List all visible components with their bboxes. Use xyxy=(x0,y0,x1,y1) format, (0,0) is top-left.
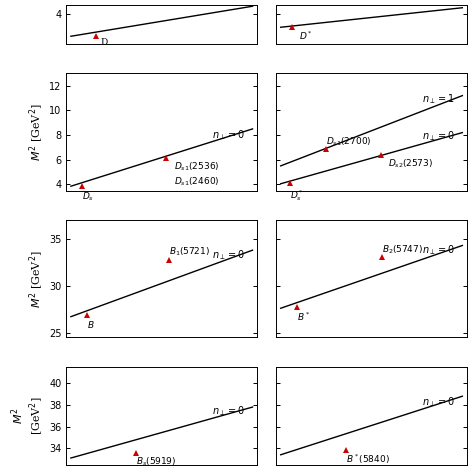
Text: $n_{\perp}=0$: $n_{\perp}=0$ xyxy=(212,128,245,142)
Text: $B$: $B$ xyxy=(87,319,95,330)
Text: $n_{\perp}=0$: $n_{\perp}=0$ xyxy=(422,243,455,257)
Text: $n_{\perp}=0$: $n_{\perp}=0$ xyxy=(422,395,455,409)
Text: $D_{s1}(2536)$
$D_{s1}(2460)$: $D_{s1}(2536)$ $D_{s1}(2460)$ xyxy=(173,161,219,188)
Text: $n_{\perp}=1$: $n_{\perp}=1$ xyxy=(422,92,455,106)
Text: $D^*$: $D^*$ xyxy=(299,29,313,42)
Text: $D_{s1}(2700)$: $D_{s1}(2700)$ xyxy=(326,135,372,147)
Text: $B_2(5747)$: $B_2(5747)$ xyxy=(383,243,423,255)
Text: $n_{\perp}=0$: $n_{\perp}=0$ xyxy=(422,129,455,143)
Y-axis label: $M^2$ [GeV$^2$]: $M^2$ [GeV$^2$] xyxy=(28,103,46,161)
Text: $B_1(5721)$: $B_1(5721)$ xyxy=(169,246,210,258)
Text: $B^*$: $B^*$ xyxy=(297,310,310,323)
Text: $D_{s2}(2573)$: $D_{s2}(2573)$ xyxy=(388,157,433,170)
Text: $D^*_s$: $D^*_s$ xyxy=(290,188,304,202)
Y-axis label: $M^2$ [GeV$^2$]: $M^2$ [GeV$^2$] xyxy=(28,250,46,308)
Text: $n_{\perp}=0$: $n_{\perp}=0$ xyxy=(212,248,245,262)
Text: $n_{\perp}=0$: $n_{\perp}=0$ xyxy=(212,404,245,418)
Text: $D_s$: $D_s$ xyxy=(82,190,94,203)
Text: $B_s(5919)$: $B_s(5919)$ xyxy=(137,456,177,468)
Text: D: D xyxy=(101,38,108,47)
Text: $B^*(5840)$: $B^*(5840)$ xyxy=(346,453,390,466)
Y-axis label: $M^2$
[GeV$^2$]: $M^2$ [GeV$^2$] xyxy=(9,396,46,435)
